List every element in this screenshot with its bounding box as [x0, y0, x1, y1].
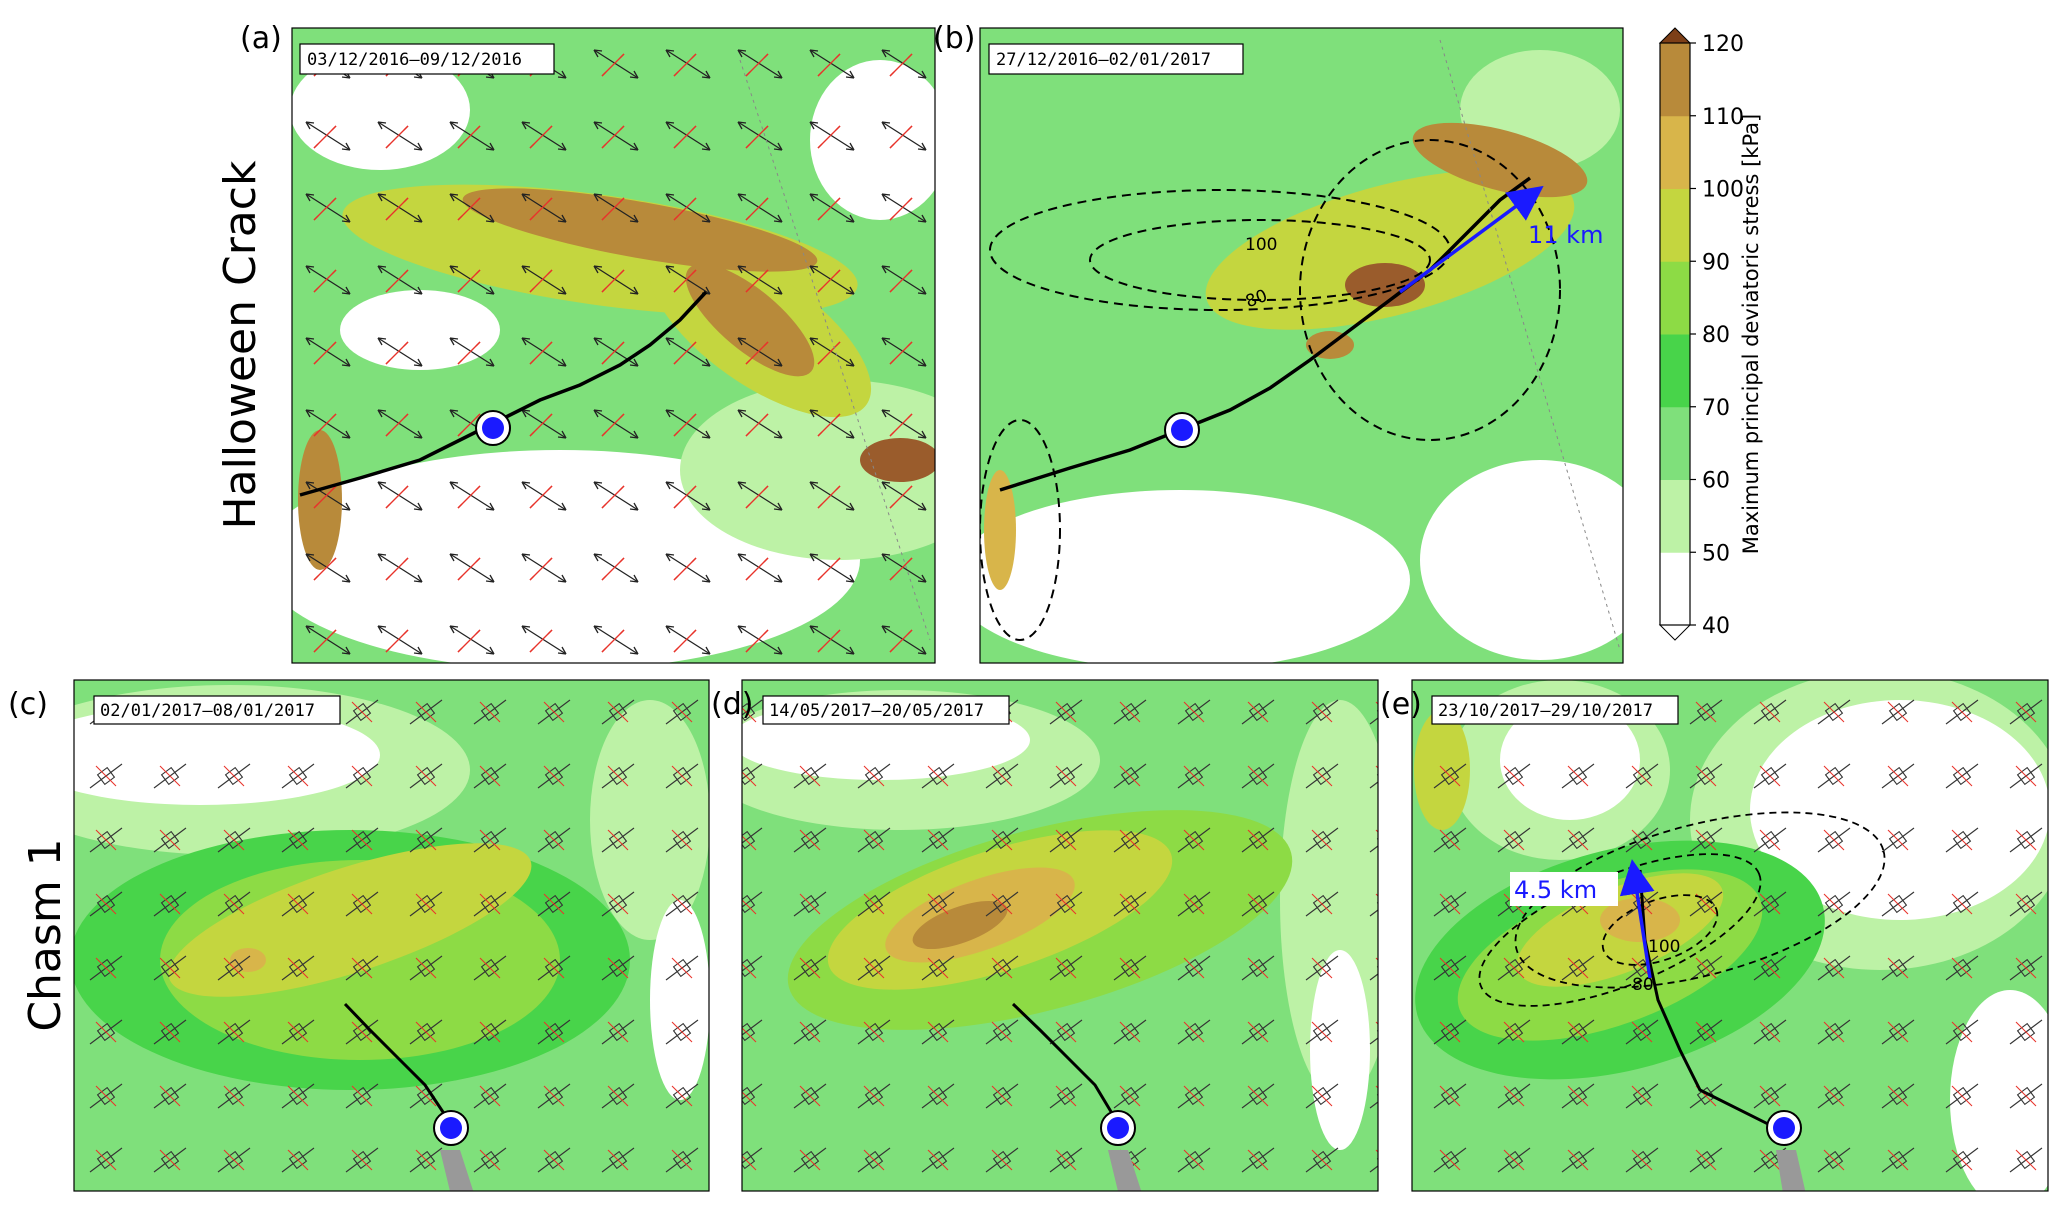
- colorbar-band: [1660, 43, 1690, 117]
- panel-letter: (e): [1380, 687, 1422, 722]
- colorbar-tick-label: 110: [1702, 105, 1744, 130]
- colorbar-band: [1660, 406, 1690, 480]
- panel-letter: (b): [933, 21, 975, 56]
- date-range: 03/12/2016–09/12/2016: [307, 50, 522, 70]
- contour-label-80: 80: [1632, 975, 1654, 995]
- colorbar-tick-label: 120: [1702, 32, 1744, 57]
- date-range: 02/01/2017–08/01/2017: [100, 701, 315, 721]
- panel-e: 100 80 4.5 km (e) 23/10/2017–29/10/2017: [1380, 679, 2049, 1192]
- row-label-chasm-1: Chasm 1: [20, 838, 71, 1031]
- colorbar-band: [1660, 115, 1690, 189]
- colorbar-tick-label: 100: [1702, 178, 1744, 203]
- colorbar-tick-label: 90: [1702, 250, 1730, 275]
- colorbar-tick-label: 70: [1702, 396, 1730, 421]
- colorbar-band: [1660, 261, 1690, 335]
- row-label-halloween-crack: Halloween Crack: [215, 160, 266, 529]
- extension-arrow: [1619, 859, 1655, 979]
- colorbar-tick-label: 80: [1702, 323, 1730, 348]
- colorbar-band: [1660, 552, 1690, 626]
- panel-a: (a) 03/12/2016–09/12/2016: [240, 21, 936, 664]
- extension-arrow: [1398, 185, 1544, 294]
- colorbar-title: Maximum principal deviatoric stress [kPa…: [1739, 114, 1763, 554]
- panel-letter: (a): [240, 21, 282, 56]
- extension-annotation: 11 km: [1528, 221, 1603, 249]
- contour-label-100: 100: [1245, 235, 1277, 255]
- colorbar-band: [1660, 479, 1690, 553]
- colorbar-tick-label: 40: [1702, 614, 1730, 639]
- date-range: 27/12/2016–02/01/2017: [996, 50, 1211, 70]
- colorbar-tick-label: 60: [1702, 469, 1730, 494]
- panel-letter: (d): [711, 687, 753, 722]
- contour-label-100: 100: [1648, 937, 1680, 957]
- colorbar: 40 50 60 70 80 90 100 110 120 Maximum principal …: [1658, 27, 1763, 641]
- date-range: 14/05/2017–20/05/2017: [769, 701, 984, 721]
- panel-c: (c) 02/01/2017–08/01/2017: [8, 679, 710, 1192]
- colorbar-band: [1660, 334, 1690, 408]
- extension-annotation: 4.5 km: [1514, 876, 1597, 904]
- date-range: 23/10/2017–29/10/2017: [1438, 701, 1653, 721]
- colorbar-band: [1660, 188, 1690, 262]
- panel-b: 100 80 11 km (b) 27/12/2016–02/01/2017: [933, 21, 1624, 664]
- panel-d: (d) 14/05/2017–20/05/2017: [711, 679, 1379, 1192]
- colorbar-tick-label: 50: [1702, 541, 1730, 566]
- panel-letter: (c): [8, 687, 48, 722]
